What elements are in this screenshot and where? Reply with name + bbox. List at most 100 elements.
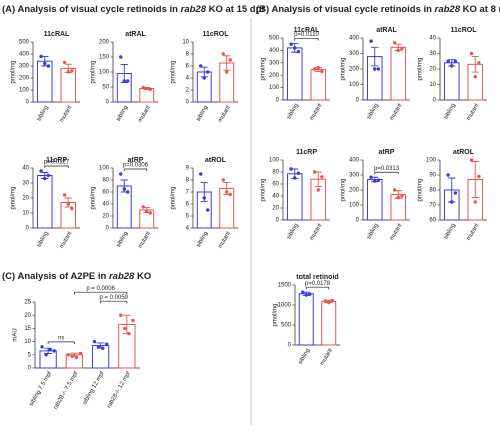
y-tick-label: 500 <box>269 36 280 42</box>
data-point <box>221 178 225 182</box>
data-point <box>392 188 397 192</box>
panel-heading: (C) Analysis of A2PE in rab28 KO <box>2 271 151 282</box>
y-tick-label: 0 <box>106 100 110 106</box>
chart-title: total retinoid <box>296 274 338 281</box>
y-tick-label: 400 <box>349 36 360 42</box>
chart-title: 11cRAL <box>44 31 70 38</box>
data-point <box>312 170 317 174</box>
data-point <box>78 351 83 356</box>
y-tick-label: 40 <box>22 166 29 172</box>
x-tick-label: mutant <box>137 105 152 124</box>
y-tick-label: 400 <box>19 52 30 58</box>
data-point <box>100 346 105 350</box>
data-point <box>62 60 67 65</box>
y-axis-label: pmol/mg <box>11 186 17 209</box>
data-point <box>396 48 400 53</box>
heading-part: KO <box>134 271 151 282</box>
data-point <box>373 67 377 71</box>
significance-label: p = 0.0059 <box>99 295 128 301</box>
y-tick-label: 300 <box>19 64 30 70</box>
y-axis-label: pmol/mg <box>91 60 97 83</box>
x-tick-label: mutant <box>217 231 232 250</box>
y-axis-label: pmol/mg <box>273 303 279 326</box>
data-point <box>40 345 44 349</box>
data-point <box>126 79 130 83</box>
chart-title: atRP <box>379 149 395 156</box>
y-tick-label: 0 <box>356 98 360 104</box>
y-tick-label: 100 <box>99 166 110 172</box>
y-tick-label: 300 <box>349 173 360 179</box>
data-point <box>127 331 131 336</box>
heading-part: rab28 <box>109 271 135 282</box>
data-point <box>376 178 381 182</box>
data-point <box>301 290 305 294</box>
significance-bracket <box>294 38 319 41</box>
bar <box>390 46 407 101</box>
y-axis-label: pmol/mg <box>418 178 424 201</box>
y-tick-label: 5 <box>28 352 32 358</box>
chart-title: 11cROL <box>450 27 477 34</box>
y-tick-label: 400 <box>269 48 280 54</box>
data-point <box>327 300 331 305</box>
bar <box>298 293 314 346</box>
x-tick-label: sibling <box>443 103 457 121</box>
data-point <box>119 172 123 176</box>
x-tick-label: mutant <box>319 348 334 367</box>
y-tick-label: 200 <box>269 73 280 79</box>
chart-title: atRAL <box>376 27 397 34</box>
data-point <box>320 69 324 74</box>
heading-part: rab28 <box>435 4 461 15</box>
x-tick-label: sibling <box>298 348 312 366</box>
data-point <box>369 175 373 179</box>
y-tick-label: 30 <box>429 51 436 57</box>
y-tick-label: 200 <box>349 67 360 73</box>
bar <box>139 88 155 103</box>
significance-bracket <box>44 165 69 168</box>
y-axis-label: pmol/mg <box>341 178 347 201</box>
y-tick-label: 100 <box>19 88 30 94</box>
y-tick-label: 1500 <box>278 283 292 289</box>
data-point <box>66 202 70 206</box>
y-tick-label: 200 <box>19 76 30 82</box>
data-point <box>316 66 320 70</box>
data-point <box>293 176 297 180</box>
panel-heading: (A) Analysis of visual cycle retinoids i… <box>2 4 265 15</box>
data-point <box>469 158 474 162</box>
data-point <box>44 353 48 357</box>
x-tick-label: sibling 12 mpf <box>82 371 106 406</box>
data-point <box>141 85 145 90</box>
y-tick-label: 80 <box>102 178 109 184</box>
data-point <box>304 293 308 297</box>
data-point <box>199 64 203 68</box>
y-tick-label: 0 <box>276 218 280 224</box>
bar <box>321 300 337 346</box>
y-tick-label: 7 <box>186 190 190 196</box>
panel-heading: (B) Analysis of visual cycle retinoids i… <box>256 4 500 15</box>
x-tick-label: mutant <box>309 223 324 242</box>
y-axis-label: mAU <box>13 328 19 341</box>
y-tick-label: 8 <box>186 178 190 184</box>
data-point <box>450 200 454 204</box>
data-point <box>202 196 206 200</box>
data-point <box>323 299 327 303</box>
y-tick-label: 40 <box>102 202 109 208</box>
x-tick-label: sibling <box>286 223 300 241</box>
y-tick-label: 6 <box>186 202 190 208</box>
data-point <box>473 200 477 204</box>
data-point <box>74 355 79 360</box>
significance-bracket <box>100 300 128 304</box>
y-tick-label: 80 <box>272 170 279 176</box>
y-tick-label: 0 <box>186 100 190 106</box>
chart-title: 11cRAL <box>294 27 320 34</box>
data-point <box>148 87 152 92</box>
y-tick-label: 80 <box>429 188 436 194</box>
y-tick-label: 70 <box>429 203 436 209</box>
data-point <box>145 209 149 213</box>
y-tick-label: 0 <box>276 98 280 104</box>
heading-part: rab28 <box>181 4 207 15</box>
data-point <box>373 179 377 183</box>
error-bar <box>471 161 479 198</box>
y-tick-label: 20 <box>24 313 31 319</box>
y-tick-label: 40 <box>429 36 436 42</box>
